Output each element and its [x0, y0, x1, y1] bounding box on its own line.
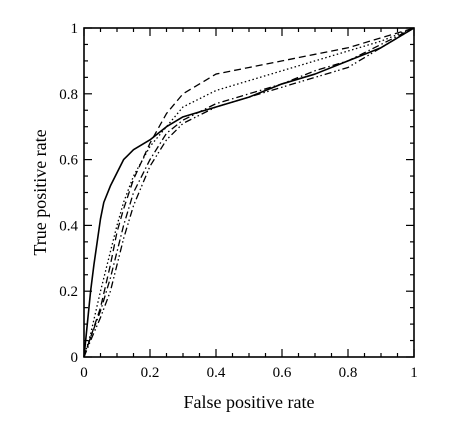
roc-curve-dotted [83, 27, 415, 358]
ticks-group [83, 27, 415, 358]
y-tick-label: 1 [71, 21, 79, 37]
roc-curve-dash-dot [83, 27, 415, 358]
x-axis-label: False positive rate [184, 392, 315, 412]
roc-curve-dashed [83, 27, 415, 358]
x-tick-label: 1 [410, 365, 418, 381]
x-tick-label: 0.6 [273, 365, 292, 381]
y-tick-label: 0.4 [59, 218, 78, 234]
y-tick-label: 0 [71, 350, 79, 366]
y-tick-label: 0.8 [59, 87, 78, 103]
roc-curve-solid [83, 27, 415, 358]
x-tick-labels: 0 0.2 0.4 0.6 0.8 1 [80, 365, 418, 381]
plot-area [83, 27, 415, 358]
plot-frame [83, 27, 415, 358]
x-tick-label: 0.8 [339, 365, 358, 381]
y-tick-label: 0.6 [59, 153, 78, 169]
x-tick-label: 0.2 [141, 365, 160, 381]
roc-curve-dash-dot-dot [83, 27, 415, 358]
y-axis-label: True positive rate [30, 129, 50, 255]
x-tick-label: 0.4 [207, 365, 226, 381]
x-tick-label: 0 [80, 365, 88, 381]
y-tick-label: 0.2 [59, 284, 78, 300]
curves-group [83, 27, 415, 358]
y-tick-labels: 0 0.2 0.4 0.6 0.8 1 [59, 21, 78, 366]
